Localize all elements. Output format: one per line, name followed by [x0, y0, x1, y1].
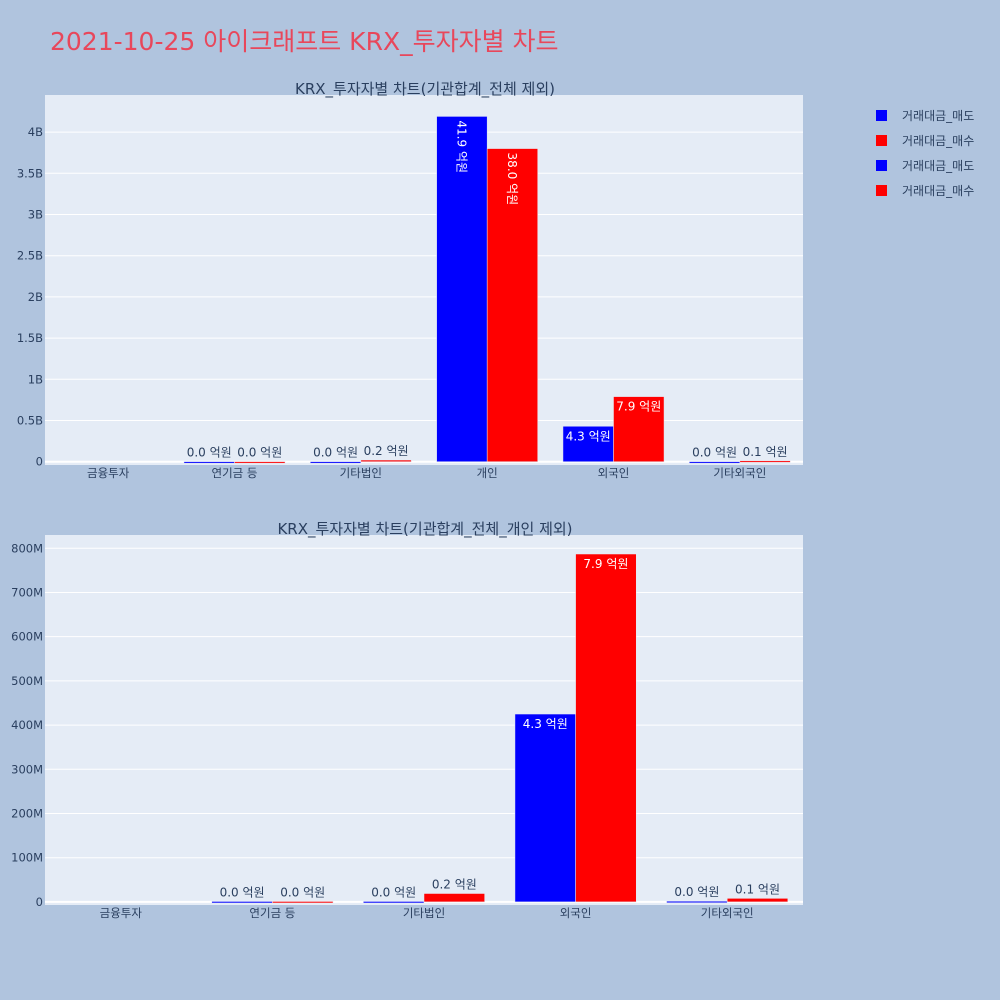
- page-title: 2021-10-25 아이크래프트 KRX_투자자별 차트: [50, 27, 559, 56]
- x-tick-label: 기타외국인: [701, 906, 754, 920]
- y-tick-label: 500M: [11, 674, 43, 688]
- chart-title: KRX_투자자별 차트(기관합계_전체_개인 제외): [277, 520, 572, 539]
- data-label: 38.0 억원: [505, 153, 519, 206]
- y-tick-label: 100M: [11, 851, 43, 865]
- bar: [739, 460, 791, 463]
- x-tick-label: 외국인: [598, 466, 630, 480]
- data-label: 0.0 억원: [692, 446, 737, 460]
- legend: 거래대금_매도 거래대금_매수 거래대금_매도 거래대금_매수: [876, 106, 974, 206]
- legend-label: 거래대금_매도: [902, 109, 975, 123]
- legend-item[interactable]: 거래대금_매수: [876, 131, 974, 150]
- bar: [666, 900, 728, 903]
- plot-area: [45, 95, 803, 465]
- y-tick-label: 400M: [11, 718, 43, 732]
- legend-swatch-buy: [876, 185, 887, 196]
- data-label: 0.0 억원: [280, 885, 325, 899]
- y-tick-label: 300M: [11, 762, 43, 776]
- legend-swatch-sell: [876, 160, 887, 171]
- y-tick-label: 2B: [28, 290, 43, 304]
- legend-label: 거래대금_매수: [902, 184, 975, 198]
- data-label: 41.9 억원: [455, 120, 469, 173]
- data-label: 0.0 억원: [187, 446, 232, 460]
- bar: [183, 461, 235, 464]
- bar: [272, 901, 334, 904]
- x-tick-label: 기타법인: [403, 906, 445, 920]
- bar: [575, 553, 637, 903]
- y-tick-label: 3.5B: [17, 166, 43, 180]
- bar: [689, 461, 741, 464]
- x-tick-label: 기타외국인: [713, 466, 766, 480]
- y-tick-label: 800M: [11, 541, 43, 555]
- data-label: 0.0 억원: [220, 885, 265, 899]
- x-tick-label: 연기금 등: [212, 466, 258, 480]
- bar: [486, 148, 538, 462]
- x-tick-label: 외국인: [560, 906, 592, 920]
- data-label: 0.2 억원: [432, 878, 477, 892]
- bar: [562, 426, 614, 462]
- data-label: 0.1 억원: [743, 445, 788, 459]
- legend-item[interactable]: 거래대금_매수: [876, 181, 974, 200]
- x-tick-label: 금융투자: [100, 906, 143, 920]
- data-label: 0.0 억원: [237, 446, 282, 460]
- bar: [613, 396, 665, 462]
- y-tick-label: 0.5B: [17, 414, 43, 428]
- y-tick-label: 700M: [11, 585, 43, 599]
- data-label: 4.3 억원: [566, 429, 611, 443]
- x-tick-label: 개인: [477, 466, 498, 480]
- y-tick-label: 600M: [11, 630, 43, 644]
- y-tick-label: 200M: [11, 806, 43, 820]
- y-tick-label: 3B: [28, 207, 43, 221]
- chart-title: KRX_투자자별 차트(기관합계_전체 제외): [295, 80, 555, 99]
- bar: [211, 901, 273, 904]
- bar: [423, 893, 485, 903]
- data-label: 4.3 억원: [523, 717, 568, 731]
- legend-item[interactable]: 거래대금_매도: [876, 106, 974, 125]
- legend-swatch-buy: [876, 135, 887, 146]
- data-label: 0.0 억원: [674, 885, 719, 899]
- legend-label: 거래대금_매도: [902, 159, 975, 173]
- bar: [726, 898, 789, 903]
- bar: [514, 713, 576, 903]
- legend-item[interactable]: 거래대금_매도: [876, 156, 974, 175]
- legend-swatch-sell: [876, 110, 887, 121]
- x-tick-label: 연기금 등: [249, 906, 295, 920]
- data-label: 0.1 억원: [735, 882, 780, 896]
- data-label: 0.0 억원: [313, 446, 358, 460]
- bar: [310, 461, 362, 464]
- x-tick-label: 기타법인: [340, 466, 382, 480]
- plot-area: [45, 535, 803, 905]
- y-tick-label: 0: [36, 895, 43, 909]
- data-label: 0.2 억원: [364, 444, 409, 458]
- y-tick-label: 1.5B: [17, 331, 43, 345]
- y-tick-label: 2.5B: [17, 249, 43, 263]
- bar: [360, 459, 412, 462]
- y-tick-label: 0: [36, 455, 43, 469]
- legend-label: 거래대금_매수: [902, 134, 975, 148]
- bar: [234, 461, 286, 464]
- x-tick-label: 금융투자: [87, 466, 130, 480]
- data-label: 0.0 억원: [371, 885, 416, 899]
- data-label: 7.9 억원: [583, 557, 628, 571]
- y-tick-label: 4B: [28, 125, 43, 139]
- bar: [363, 901, 425, 904]
- bar: [436, 116, 488, 462]
- data-label: 7.9 억원: [616, 400, 661, 414]
- y-tick-label: 1B: [28, 372, 43, 386]
